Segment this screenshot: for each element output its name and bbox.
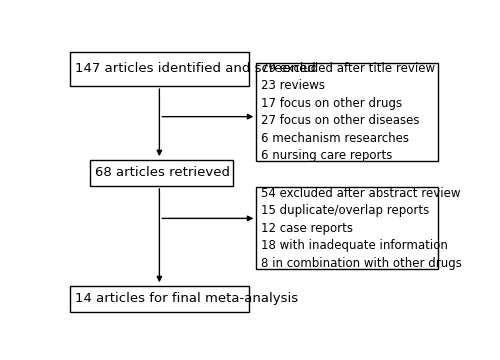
FancyBboxPatch shape <box>256 187 438 269</box>
Text: 79 excluded after title review
23 reviews
17 focus on other drugs
27 focus on ot: 79 excluded after title review 23 review… <box>262 62 436 162</box>
FancyBboxPatch shape <box>90 159 233 186</box>
Text: 54 excluded after abstract review
15 duplicate/overlap reports
12 case reports
1: 54 excluded after abstract review 15 dup… <box>262 187 462 270</box>
Text: 14 articles for final meta-analysis: 14 articles for final meta-analysis <box>76 292 298 305</box>
FancyBboxPatch shape <box>70 51 248 86</box>
FancyBboxPatch shape <box>70 286 248 312</box>
Text: 147 articles identified and screened: 147 articles identified and screened <box>76 62 316 75</box>
FancyBboxPatch shape <box>256 63 438 161</box>
Text: 68 articles retrieved: 68 articles retrieved <box>94 166 230 179</box>
